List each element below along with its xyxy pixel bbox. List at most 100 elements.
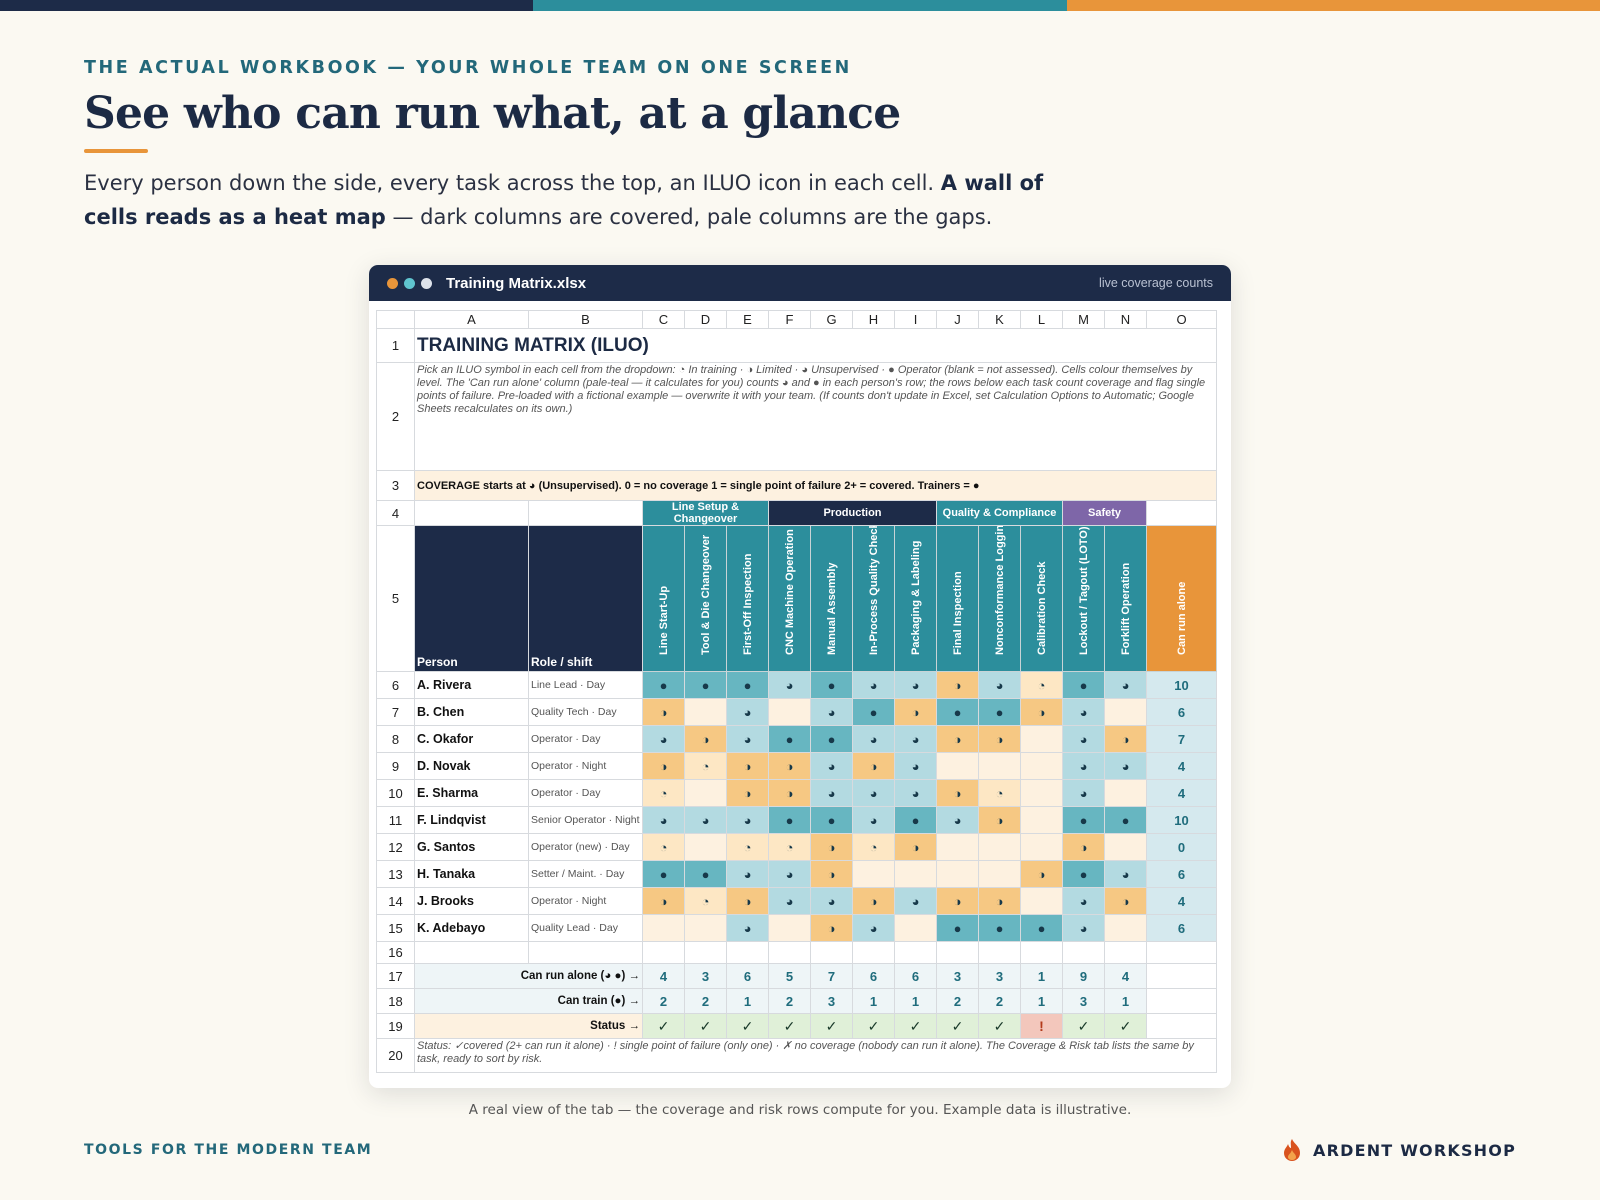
skill-cell[interactable]: ◔ bbox=[642, 779, 685, 807]
skill-cell[interactable]: ◕ bbox=[684, 806, 727, 834]
row-number[interactable]: 3 bbox=[376, 470, 415, 501]
skill-cell[interactable]: ◕ bbox=[810, 752, 853, 780]
skill-cell[interactable]: ◕ bbox=[1104, 752, 1147, 780]
skill-cell[interactable] bbox=[684, 779, 727, 807]
skill-cell[interactable] bbox=[894, 860, 937, 888]
skill-cell[interactable]: ● bbox=[726, 671, 769, 699]
window-dot-grey[interactable] bbox=[421, 277, 432, 289]
skill-cell[interactable]: ◑ bbox=[1104, 725, 1147, 753]
skill-cell[interactable]: ◕ bbox=[978, 671, 1021, 699]
summary-value[interactable]: 2 bbox=[642, 988, 685, 1014]
skill-cell[interactable]: ◑ bbox=[978, 806, 1021, 834]
task-header[interactable]: Calibration Check bbox=[1020, 525, 1063, 672]
skill-cell[interactable]: ◕ bbox=[642, 725, 685, 753]
summary-label[interactable]: Can train (●) → bbox=[414, 988, 643, 1014]
task-header[interactable]: Nonconformance Logging bbox=[978, 525, 1021, 672]
skill-cell[interactable]: ● bbox=[852, 698, 895, 726]
skill-cell[interactable] bbox=[978, 860, 1021, 888]
task-group-header[interactable]: Production bbox=[768, 500, 937, 526]
empty-cell[interactable] bbox=[894, 941, 937, 964]
empty-cell[interactable] bbox=[810, 941, 853, 964]
empty-cell[interactable] bbox=[1146, 988, 1217, 1014]
skill-cell[interactable]: ◕ bbox=[1104, 860, 1147, 888]
skill-cell[interactable]: ◔ bbox=[726, 833, 769, 861]
summary-value[interactable]: 2 bbox=[978, 988, 1021, 1014]
task-header[interactable]: Forklift Operation bbox=[1104, 525, 1147, 672]
skill-cell[interactable] bbox=[1104, 698, 1147, 726]
empty-cell[interactable] bbox=[414, 941, 529, 964]
task-header[interactable]: Line Start-Up bbox=[642, 525, 685, 672]
skill-cell[interactable]: ◑ bbox=[768, 752, 811, 780]
skill-cell[interactable]: ◔ bbox=[684, 887, 727, 915]
skill-cell[interactable]: ◑ bbox=[978, 887, 1021, 915]
skill-cell[interactable] bbox=[936, 860, 979, 888]
empty-cell[interactable] bbox=[642, 941, 685, 964]
skill-cell[interactable]: ◕ bbox=[810, 887, 853, 915]
skill-cell[interactable]: ◑ bbox=[1062, 833, 1105, 861]
task-header[interactable]: Tool & Die Changeover bbox=[684, 525, 727, 672]
status-cell[interactable]: ✓ bbox=[726, 1013, 769, 1039]
skill-cell[interactable]: ◔ bbox=[978, 779, 1021, 807]
person-role[interactable]: Line Lead · Day bbox=[528, 671, 643, 699]
person-header[interactable]: Person bbox=[414, 525, 529, 672]
summary-value[interactable]: 9 bbox=[1062, 963, 1105, 989]
summary-value[interactable]: 4 bbox=[642, 963, 685, 989]
skill-cell[interactable]: ◕ bbox=[894, 779, 937, 807]
empty-cell[interactable] bbox=[852, 941, 895, 964]
summary-value[interactable]: 7 bbox=[810, 963, 853, 989]
skill-cell[interactable]: ◕ bbox=[852, 671, 895, 699]
person-name[interactable]: B. Chen bbox=[414, 698, 529, 726]
skill-cell[interactable]: ◕ bbox=[768, 887, 811, 915]
coverage-note-cell[interactable]: COVERAGE starts at ◕ (Unsupervised). 0 =… bbox=[414, 470, 1217, 501]
skill-cell[interactable]: ◑ bbox=[1020, 698, 1063, 726]
skill-cell[interactable]: ◑ bbox=[642, 887, 685, 915]
can-run-alone-count[interactable]: 10 bbox=[1146, 671, 1217, 699]
skill-cell[interactable]: ◑ bbox=[810, 914, 853, 942]
person-name[interactable]: D. Novak bbox=[414, 752, 529, 780]
skill-cell[interactable]: ◕ bbox=[1062, 725, 1105, 753]
summary-value[interactable]: 5 bbox=[768, 963, 811, 989]
status-cell[interactable]: ✓ bbox=[642, 1013, 685, 1039]
summary-value[interactable]: 2 bbox=[684, 988, 727, 1014]
column-letter[interactable]: E bbox=[726, 310, 769, 329]
skill-cell[interactable] bbox=[684, 914, 727, 942]
select-all-corner[interactable] bbox=[376, 310, 415, 329]
row-number[interactable]: 4 bbox=[376, 500, 415, 526]
column-letter[interactable]: B bbox=[528, 310, 643, 329]
empty-cell[interactable] bbox=[978, 941, 1021, 964]
skill-cell[interactable]: ◕ bbox=[1062, 887, 1105, 915]
skill-cell[interactable]: ● bbox=[810, 725, 853, 753]
person-name[interactable]: E. Sharma bbox=[414, 779, 529, 807]
can-run-alone-count[interactable]: 6 bbox=[1146, 914, 1217, 942]
skill-cell[interactable]: ◑ bbox=[894, 698, 937, 726]
skill-cell[interactable]: ◕ bbox=[726, 860, 769, 888]
status-cell[interactable]: ✓ bbox=[1062, 1013, 1105, 1039]
empty-cell[interactable] bbox=[1020, 941, 1063, 964]
sheet-title[interactable]: TRAINING MATRIX (ILUO) bbox=[414, 328, 1217, 363]
skill-cell[interactable]: ◕ bbox=[852, 806, 895, 834]
summary-value[interactable]: 3 bbox=[1062, 988, 1105, 1014]
row-number[interactable]: 1 bbox=[376, 328, 415, 363]
skill-cell[interactable]: ◕ bbox=[768, 671, 811, 699]
person-role[interactable]: Setter / Maint. · Day bbox=[528, 860, 643, 888]
skill-cell[interactable] bbox=[852, 860, 895, 888]
skill-cell[interactable]: ◑ bbox=[810, 860, 853, 888]
summary-value[interactable]: 3 bbox=[936, 963, 979, 989]
skill-cell[interactable]: ◕ bbox=[894, 725, 937, 753]
skill-cell[interactable]: ● bbox=[1062, 860, 1105, 888]
skill-cell[interactable]: ◑ bbox=[642, 698, 685, 726]
task-header[interactable]: In-Process Quality Check bbox=[852, 525, 895, 672]
task-header[interactable]: CNC Machine Operation bbox=[768, 525, 811, 672]
skill-cell[interactable]: ◑ bbox=[726, 887, 769, 915]
task-header[interactable]: Lockout / Tagout (LOTO) bbox=[1062, 525, 1105, 672]
skill-cell[interactable]: ◕ bbox=[726, 806, 769, 834]
column-letter[interactable]: F bbox=[768, 310, 811, 329]
skill-cell[interactable]: ◑ bbox=[810, 833, 853, 861]
role-header[interactable]: Role / shift bbox=[528, 525, 643, 672]
skill-cell[interactable]: ◔ bbox=[642, 833, 685, 861]
skill-cell[interactable]: ◕ bbox=[1062, 752, 1105, 780]
summary-value[interactable]: 6 bbox=[726, 963, 769, 989]
skill-cell[interactable] bbox=[1020, 833, 1063, 861]
row-number[interactable]: 2 bbox=[376, 362, 415, 471]
skill-cell[interactable] bbox=[642, 914, 685, 942]
